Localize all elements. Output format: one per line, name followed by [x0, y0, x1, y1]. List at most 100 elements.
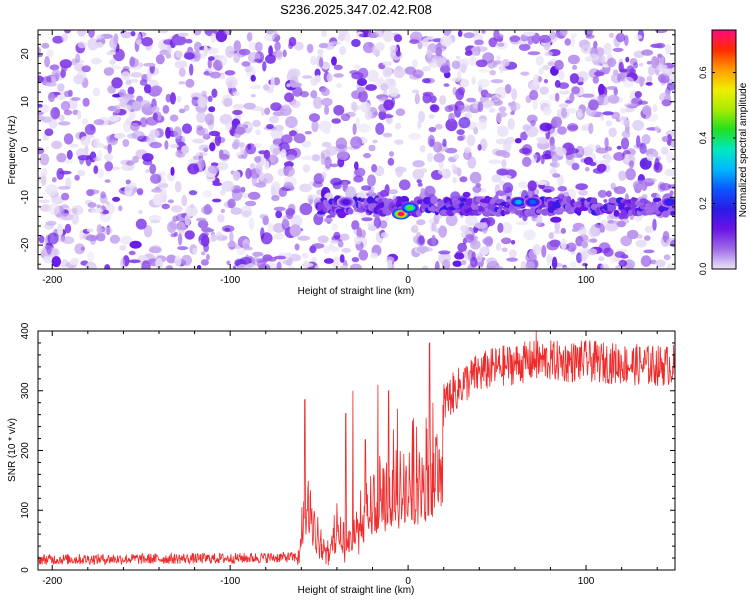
spectrogram-cell [311, 257, 317, 262]
spectrogram-cell [198, 144, 210, 152]
spectrogram-cell [250, 84, 262, 90]
spectrogram-cell [557, 186, 567, 192]
spectrogram-cell [456, 167, 462, 177]
spectrogram-cell [448, 112, 455, 123]
spectrogram-cell [288, 68, 301, 79]
spectrogram-cell [509, 35, 521, 43]
spectrogram-cell [395, 166, 404, 178]
spectrogram-cell [87, 189, 100, 195]
spectrogram-cell [378, 110, 387, 121]
spectrogram-cell [465, 233, 475, 243]
spectrogram-cell [331, 118, 342, 124]
spectrogram-cell [559, 90, 567, 95]
spectrogram-cell [624, 154, 630, 163]
spectrogram-cell [595, 147, 608, 154]
spectrogram-cell [646, 154, 654, 161]
spectrogram-cell [550, 216, 562, 223]
spectrogram-cell [488, 159, 502, 165]
spectrogram-cell [358, 123, 371, 133]
spectrogram-cell [87, 202, 97, 208]
spectrogram-cell [620, 107, 627, 114]
spectrogram-cell [251, 173, 257, 187]
spectrogram-cell [537, 76, 543, 82]
spectrogram-cell [339, 265, 348, 269]
spectrogram-cell [518, 43, 531, 51]
spectrogram-cell [571, 228, 579, 233]
spectrogram-cell [45, 82, 57, 87]
spectrogram-cell [192, 247, 198, 255]
spectrogram-cell [470, 256, 478, 268]
spectrogram-cell [208, 56, 215, 61]
spectrogram-cell [370, 252, 379, 259]
spectrogram-cell [76, 30, 87, 37]
spectrogram-cell [612, 69, 619, 76]
spectrogram-cell [212, 60, 223, 70]
spectrogram-cell [150, 219, 161, 224]
spectrogram-cell [552, 173, 561, 178]
spectrogram-cell [421, 66, 431, 72]
spectrogram-cell [514, 138, 522, 144]
spectrogram-cell [344, 32, 351, 43]
spectrogram-cell [190, 92, 203, 99]
spectrogram-cell [654, 157, 660, 171]
spectrogram-cell [380, 232, 389, 239]
spectrogram-cell [515, 221, 529, 226]
spectrogram-cell [580, 43, 592, 55]
spectrogram-cell [542, 106, 552, 116]
spectrogram-cell [96, 232, 106, 242]
spectrogram-cell [422, 265, 429, 269]
spectrogram-cell [541, 245, 547, 258]
spectrogram-cell [271, 195, 280, 202]
spectrogram-cell [196, 111, 207, 123]
spectrogram-cell [318, 42, 329, 49]
spectrogram-cell [353, 175, 364, 183]
spectrogram-cell [263, 149, 271, 160]
spectrogram-cell [466, 97, 477, 103]
spectrogram-cell [383, 99, 394, 111]
spectrogram-cell [266, 123, 274, 130]
spectrogram-cell [620, 235, 632, 247]
spectrogram-cell [270, 102, 282, 112]
spectrogram-cell [598, 83, 605, 96]
spectrogram-cell [311, 154, 321, 162]
spectrogram-cell [225, 76, 238, 89]
spectrogram-cell [581, 240, 589, 249]
spectrogram-cell [632, 180, 646, 191]
spectrogram-cell [324, 105, 330, 115]
spectrogram-cell [201, 90, 208, 96]
spectrogram-cell [44, 128, 54, 136]
spectrogram-cell [204, 113, 215, 126]
spectrogram-cell [289, 82, 302, 88]
spectrogram-cell [236, 248, 246, 256]
spectrogram-cell [75, 53, 81, 64]
spectrogram-cell [428, 114, 435, 119]
spectrogram-cell [597, 94, 610, 106]
spectrogram-cell [128, 259, 141, 264]
spectrogram-cell [265, 54, 276, 64]
spectrogram-cell [356, 78, 368, 87]
spectrogram-cell [165, 93, 172, 103]
spectrogram-cell [129, 56, 135, 67]
spectrogram-cell [341, 248, 352, 253]
spectrogram-cell [356, 86, 366, 92]
spectrogram-cell [269, 154, 277, 163]
spectrogram-cell [207, 95, 213, 103]
spectrogram-cell [254, 182, 267, 188]
spectrogram-cell [246, 32, 253, 42]
spectrogram-cell [219, 189, 226, 196]
spectrogram-cell [350, 136, 363, 149]
spectrogram-cell [335, 82, 342, 89]
spectrogram-cell [104, 161, 113, 172]
spectrogram-cell [77, 155, 91, 161]
spectrogram-cell [274, 255, 287, 260]
spectrogram-cell [38, 103, 43, 108]
spectrogram-cell [193, 41, 202, 52]
spectrogram-cell [170, 166, 175, 176]
spectrogram-cell [533, 154, 539, 159]
spectrogram-cell [587, 53, 599, 62]
spectrogram-cell [299, 183, 312, 193]
spectrogram-cell [620, 137, 630, 150]
spectrogram-cell [259, 171, 265, 181]
spectrogram-cell [382, 61, 393, 66]
spectrogram-cell [241, 61, 251, 67]
